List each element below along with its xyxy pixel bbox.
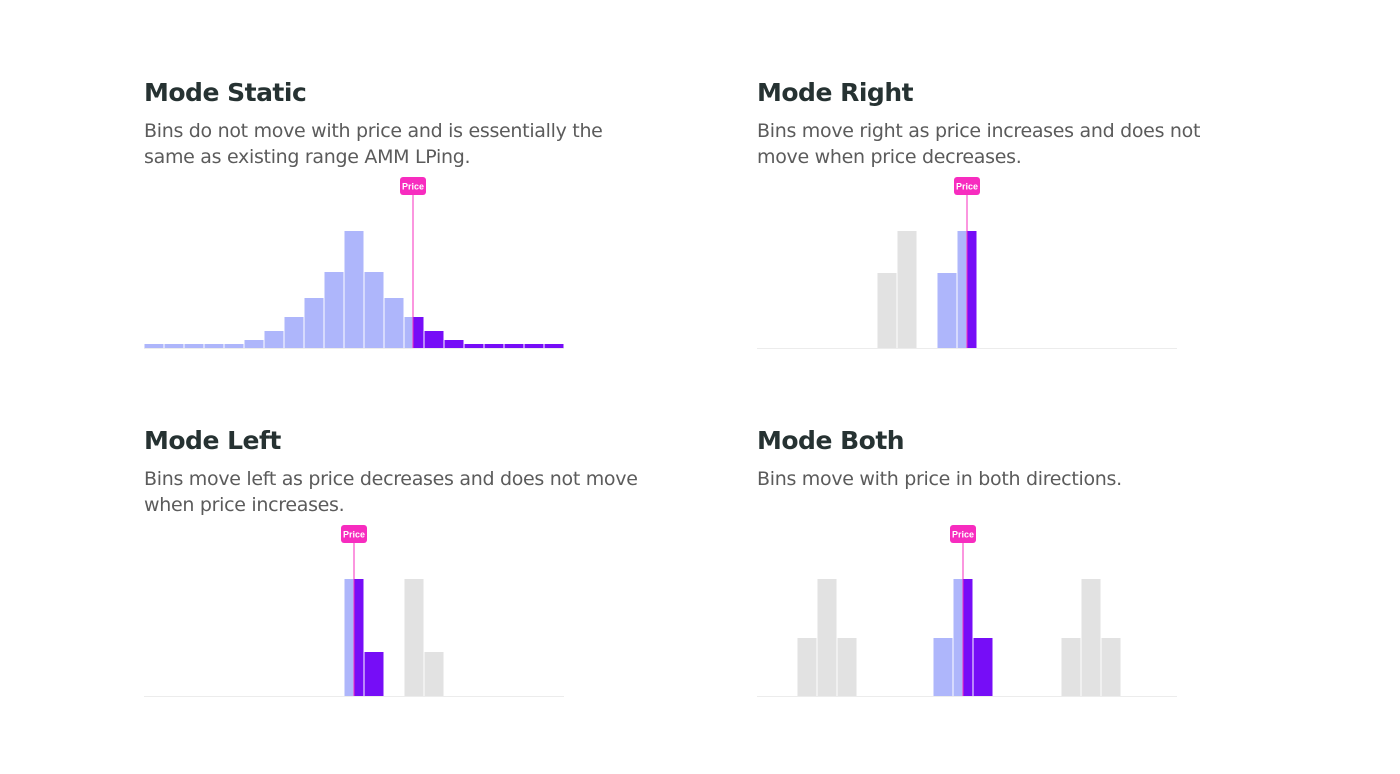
- bin-bar: [963, 579, 973, 696]
- bin-bar: [1101, 638, 1121, 696]
- bin-bar: [933, 638, 953, 696]
- bin-bar: [967, 231, 977, 348]
- bin-chart: Price: [757, 177, 1177, 349]
- bin-bar: [424, 331, 444, 348]
- bin-bar: [544, 344, 564, 348]
- bin-bar: [324, 272, 344, 348]
- bin-bar: [364, 272, 384, 348]
- panel-description: Bins move left as price decreases and do…: [144, 468, 638, 516]
- bin-bar: [413, 317, 424, 348]
- bin-bar: [344, 231, 364, 348]
- panel-title: Mode Static: [144, 78, 307, 107]
- bin-chart: Price: [144, 525, 564, 697]
- panel-description: Bins move right as price increases and d…: [757, 120, 1201, 168]
- bin-bar: [404, 579, 424, 696]
- bin-bar: [1061, 638, 1081, 696]
- panel-description: Bins do not move with price and is essen…: [144, 120, 603, 168]
- bin-bar: [953, 579, 963, 696]
- bin-bar: [404, 317, 413, 348]
- bin-bar: [264, 331, 284, 348]
- bin-bar: [957, 231, 967, 348]
- bin-bar: [204, 344, 224, 348]
- bin-bar: [897, 231, 917, 348]
- bin-bar: [384, 298, 404, 348]
- bin-bar: [244, 340, 264, 348]
- price-marker: [950, 525, 976, 543]
- bin-chart: Price: [757, 525, 1177, 697]
- bin-bar: [973, 638, 993, 696]
- bin-bar: [354, 579, 364, 696]
- price-marker: [954, 177, 980, 195]
- bin-bar: [144, 344, 164, 348]
- price-label: Price: [402, 182, 424, 192]
- bin-bar: [797, 638, 817, 696]
- price-label: Price: [343, 530, 365, 540]
- bin-bar: [444, 340, 464, 348]
- bin-bar: [837, 638, 857, 696]
- bin-chart: Price: [144, 177, 564, 349]
- price-label: Price: [956, 182, 978, 192]
- bin-bar: [877, 273, 897, 348]
- price-marker: [341, 525, 367, 543]
- bin-bar: [224, 344, 244, 348]
- bin-bar: [504, 344, 524, 348]
- bin-bar: [424, 652, 444, 696]
- bin-bar: [937, 273, 957, 348]
- bin-bar: [304, 298, 324, 348]
- price-label: Price: [952, 530, 974, 540]
- panel-title: Mode Left: [144, 426, 281, 455]
- price-marker: [400, 177, 426, 195]
- panel-title: Mode Right: [757, 78, 914, 107]
- bin-bar: [524, 344, 544, 348]
- bin-bar: [184, 344, 204, 348]
- bin-bar: [464, 344, 484, 348]
- bin-bar: [484, 344, 504, 348]
- bin-bar: [164, 344, 184, 348]
- panel-description: Bins move with price in both directions.: [757, 468, 1122, 490]
- bin-bar: [344, 579, 354, 696]
- bin-bar: [364, 652, 384, 696]
- panel-title: Mode Both: [757, 426, 905, 455]
- bin-bar: [1081, 579, 1101, 696]
- bin-bar: [284, 317, 304, 348]
- bin-bar: [817, 579, 837, 696]
